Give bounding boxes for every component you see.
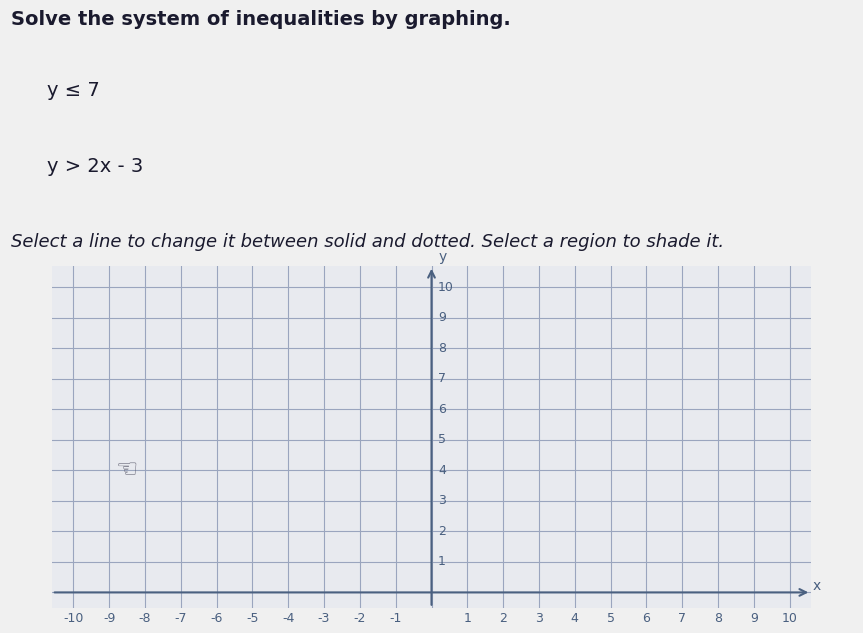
Text: 3: 3 (535, 612, 543, 625)
Text: 1: 1 (463, 612, 471, 625)
Text: Solve the system of inequalities by graphing.: Solve the system of inequalities by grap… (11, 10, 511, 29)
Text: 6: 6 (642, 612, 651, 625)
Text: ☜: ☜ (116, 458, 138, 482)
Text: 2: 2 (499, 612, 507, 625)
Text: 10: 10 (782, 612, 797, 625)
Text: -4: -4 (282, 612, 294, 625)
Text: -3: -3 (318, 612, 331, 625)
Text: 7: 7 (438, 372, 446, 385)
Text: x: x (813, 579, 822, 593)
Text: y ≤ 7: y ≤ 7 (47, 81, 100, 100)
Text: y: y (438, 250, 447, 265)
Text: y > 2x - 3: y > 2x - 3 (47, 157, 144, 176)
Text: 3: 3 (438, 494, 446, 508)
Text: 6: 6 (438, 403, 446, 416)
Text: 5: 5 (438, 434, 446, 446)
Text: -2: -2 (354, 612, 366, 625)
Text: -7: -7 (174, 612, 187, 625)
Text: -5: -5 (246, 612, 259, 625)
Text: 1: 1 (438, 555, 446, 568)
Text: 9: 9 (750, 612, 758, 625)
Text: 2: 2 (438, 525, 446, 538)
Text: -1: -1 (389, 612, 402, 625)
Text: Select a line to change it between solid and dotted. Select a region to shade it: Select a line to change it between solid… (11, 233, 724, 251)
Text: -8: -8 (139, 612, 151, 625)
Text: -10: -10 (63, 612, 84, 625)
Text: 10: 10 (438, 280, 454, 294)
Text: 9: 9 (438, 311, 446, 324)
Text: -9: -9 (103, 612, 116, 625)
Text: 4: 4 (438, 464, 446, 477)
Text: 4: 4 (570, 612, 579, 625)
Text: -6: -6 (211, 612, 223, 625)
Text: 8: 8 (438, 342, 446, 354)
Text: 8: 8 (714, 612, 722, 625)
Text: 5: 5 (607, 612, 614, 625)
Text: 7: 7 (678, 612, 686, 625)
